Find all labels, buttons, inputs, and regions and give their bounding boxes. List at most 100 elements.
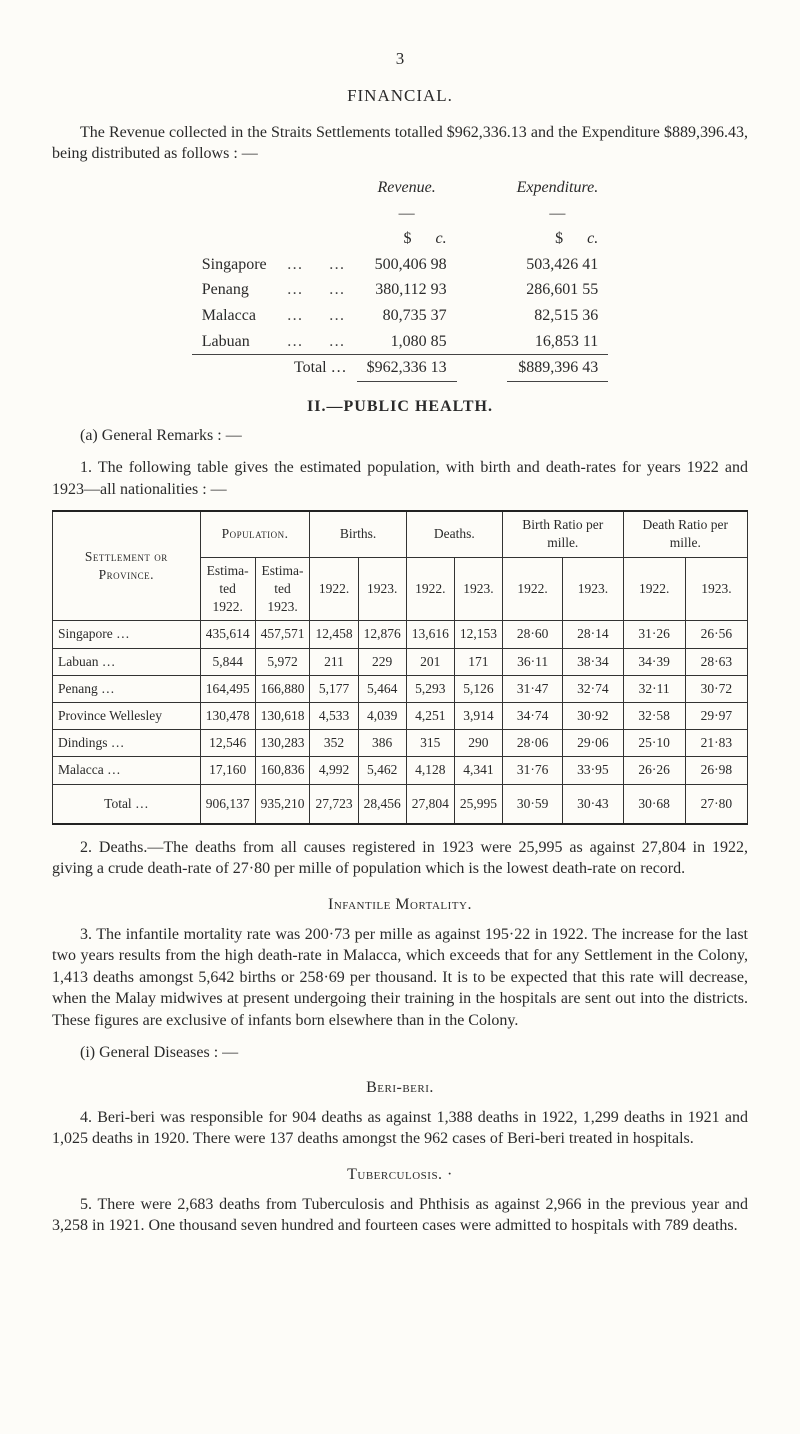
- cell: 290: [454, 730, 502, 757]
- cell: 4,992: [310, 757, 358, 784]
- cell: 935,210: [255, 784, 310, 824]
- section-ii-heading: II.—PUBLIC HEALTH.: [52, 396, 748, 418]
- cell: 5,464: [358, 675, 406, 702]
- stats-table: Settlement or Province. Population. Birt…: [52, 510, 748, 825]
- cell: 31·76: [502, 757, 562, 784]
- cell: 28·14: [563, 621, 623, 648]
- rev-name: Singapore: [192, 252, 277, 278]
- cell: 4,251: [406, 702, 454, 729]
- cell: 352: [310, 730, 358, 757]
- total-label: Total …: [277, 355, 357, 382]
- cell: 4,341: [454, 757, 502, 784]
- cell: 5,972: [255, 648, 310, 675]
- section2-para1: 1. The following table gives the estimat…: [52, 457, 748, 500]
- dollar-sign-2: $: [555, 230, 563, 247]
- remarks-a: (a) General Remarks : —: [52, 425, 748, 447]
- col-est-1922: Estima-ted1922.: [200, 557, 255, 621]
- table-row: Dindings …12,546130,28335238631529028·06…: [53, 730, 748, 757]
- row-name: Labuan …: [53, 648, 201, 675]
- table-row: Province Wellesley130,478130,6184,5334,0…: [53, 702, 748, 729]
- cell: 32·58: [623, 702, 685, 729]
- general-diseases: (i) General Diseases : —: [52, 1042, 748, 1064]
- col-expenditure: Expenditure.: [507, 175, 609, 201]
- cell: 130,478: [200, 702, 255, 729]
- cell: 34·74: [502, 702, 562, 729]
- cell: 12,153: [454, 621, 502, 648]
- col-deaths: Deaths.: [406, 511, 502, 557]
- cell: 27,804: [406, 784, 454, 824]
- cell: 26·26: [623, 757, 685, 784]
- deaths-para: 2. Deaths.—The deaths from all causes re…: [52, 837, 748, 880]
- cell: 27·80: [685, 784, 747, 824]
- cell: 13,616: [406, 621, 454, 648]
- revenue-expenditure-table: Revenue. Expenditure. — — $ c. $ c. Sing…: [192, 175, 608, 382]
- rev-total-row: Total … $962,336 13 $889,396 43: [192, 355, 608, 382]
- rev-row: Malacca … … 80,735 37 82,515 36: [192, 303, 608, 329]
- table-row: Malacca …17,160160,8364,9925,4624,1284,3…: [53, 757, 748, 784]
- cell: 386: [358, 730, 406, 757]
- cell: 28,456: [358, 784, 406, 824]
- cell: 17,160: [200, 757, 255, 784]
- rev-row: Singapore … … 500,406 98 503,426 41: [192, 252, 608, 278]
- cell: 5,462: [358, 757, 406, 784]
- infantile-para: 3. The infantile mortality rate was 200·…: [52, 924, 748, 1032]
- cell: 27,723: [310, 784, 358, 824]
- table-row: Singapore …435,614457,57112,45812,87613,…: [53, 621, 748, 648]
- cell: 30·72: [685, 675, 747, 702]
- col-est-1923: Estima-ted1923.: [255, 557, 310, 621]
- infantile-heading: Infantile Mortality.: [52, 894, 748, 916]
- cell: 160,836: [255, 757, 310, 784]
- cell: 25·10: [623, 730, 685, 757]
- cell: 906,137: [200, 784, 255, 824]
- cell: 130,618: [255, 702, 310, 729]
- table-row: Labuan …5,8445,97221122920117136·1138·34…: [53, 648, 748, 675]
- cell: 31·26: [623, 621, 685, 648]
- dollar-sign: $: [404, 230, 412, 247]
- cell: 31·47: [502, 675, 562, 702]
- cents-header: c.: [436, 230, 447, 247]
- cents-header-2: c.: [587, 230, 598, 247]
- cell: 435,614: [200, 621, 255, 648]
- col-y1923: 1923.: [358, 557, 406, 621]
- cell: 30·43: [563, 784, 623, 824]
- total-exp: $889,396 43: [507, 355, 609, 382]
- col-births: Births.: [310, 511, 406, 557]
- cell: 201: [406, 648, 454, 675]
- cell: 28·63: [685, 648, 747, 675]
- row-name: Province Wellesley: [53, 702, 201, 729]
- cell: 457,571: [255, 621, 310, 648]
- col-y1922: 1922.: [310, 557, 358, 621]
- rev-amount: 500,406 98: [357, 252, 457, 278]
- total-rev: $962,336 13: [357, 355, 457, 382]
- row-name: Malacca …: [53, 757, 201, 784]
- row-name: Singapore …: [53, 621, 201, 648]
- cell: 26·56: [685, 621, 747, 648]
- cell: 30·92: [563, 702, 623, 729]
- cell: 29·97: [685, 702, 747, 729]
- cell: 164,495: [200, 675, 255, 702]
- cell: 30·59: [502, 784, 562, 824]
- cell: 38·34: [563, 648, 623, 675]
- cell: 229: [358, 648, 406, 675]
- col-death-ratio: Death Ratio per mille.: [623, 511, 747, 557]
- cell: 4,128: [406, 757, 454, 784]
- cell: 5,177: [310, 675, 358, 702]
- cell: 28·60: [502, 621, 562, 648]
- cell: 130,283: [255, 730, 310, 757]
- col-settlement: Settlement or Province.: [53, 511, 201, 621]
- cell: 21·83: [685, 730, 747, 757]
- row-name: Dindings …: [53, 730, 201, 757]
- cell: 33·95: [563, 757, 623, 784]
- cell: 4,039: [358, 702, 406, 729]
- cell: 4,533: [310, 702, 358, 729]
- table-total-row: Total …906,137935,21027,72328,45627,8042…: [53, 784, 748, 824]
- tb-para: 5. There were 2,683 deaths from Tubercul…: [52, 1194, 748, 1237]
- row-name: Penang …: [53, 675, 201, 702]
- cell: 32·74: [563, 675, 623, 702]
- beriberi-para: 4. Beri-beri was responsible for 904 dea…: [52, 1107, 748, 1150]
- cell: 12,546: [200, 730, 255, 757]
- table-row: Penang …164,495166,8805,1775,4645,2935,1…: [53, 675, 748, 702]
- financial-intro: The Revenue collected in the Straits Set…: [52, 122, 748, 165]
- cell: 315: [406, 730, 454, 757]
- cell: 28·06: [502, 730, 562, 757]
